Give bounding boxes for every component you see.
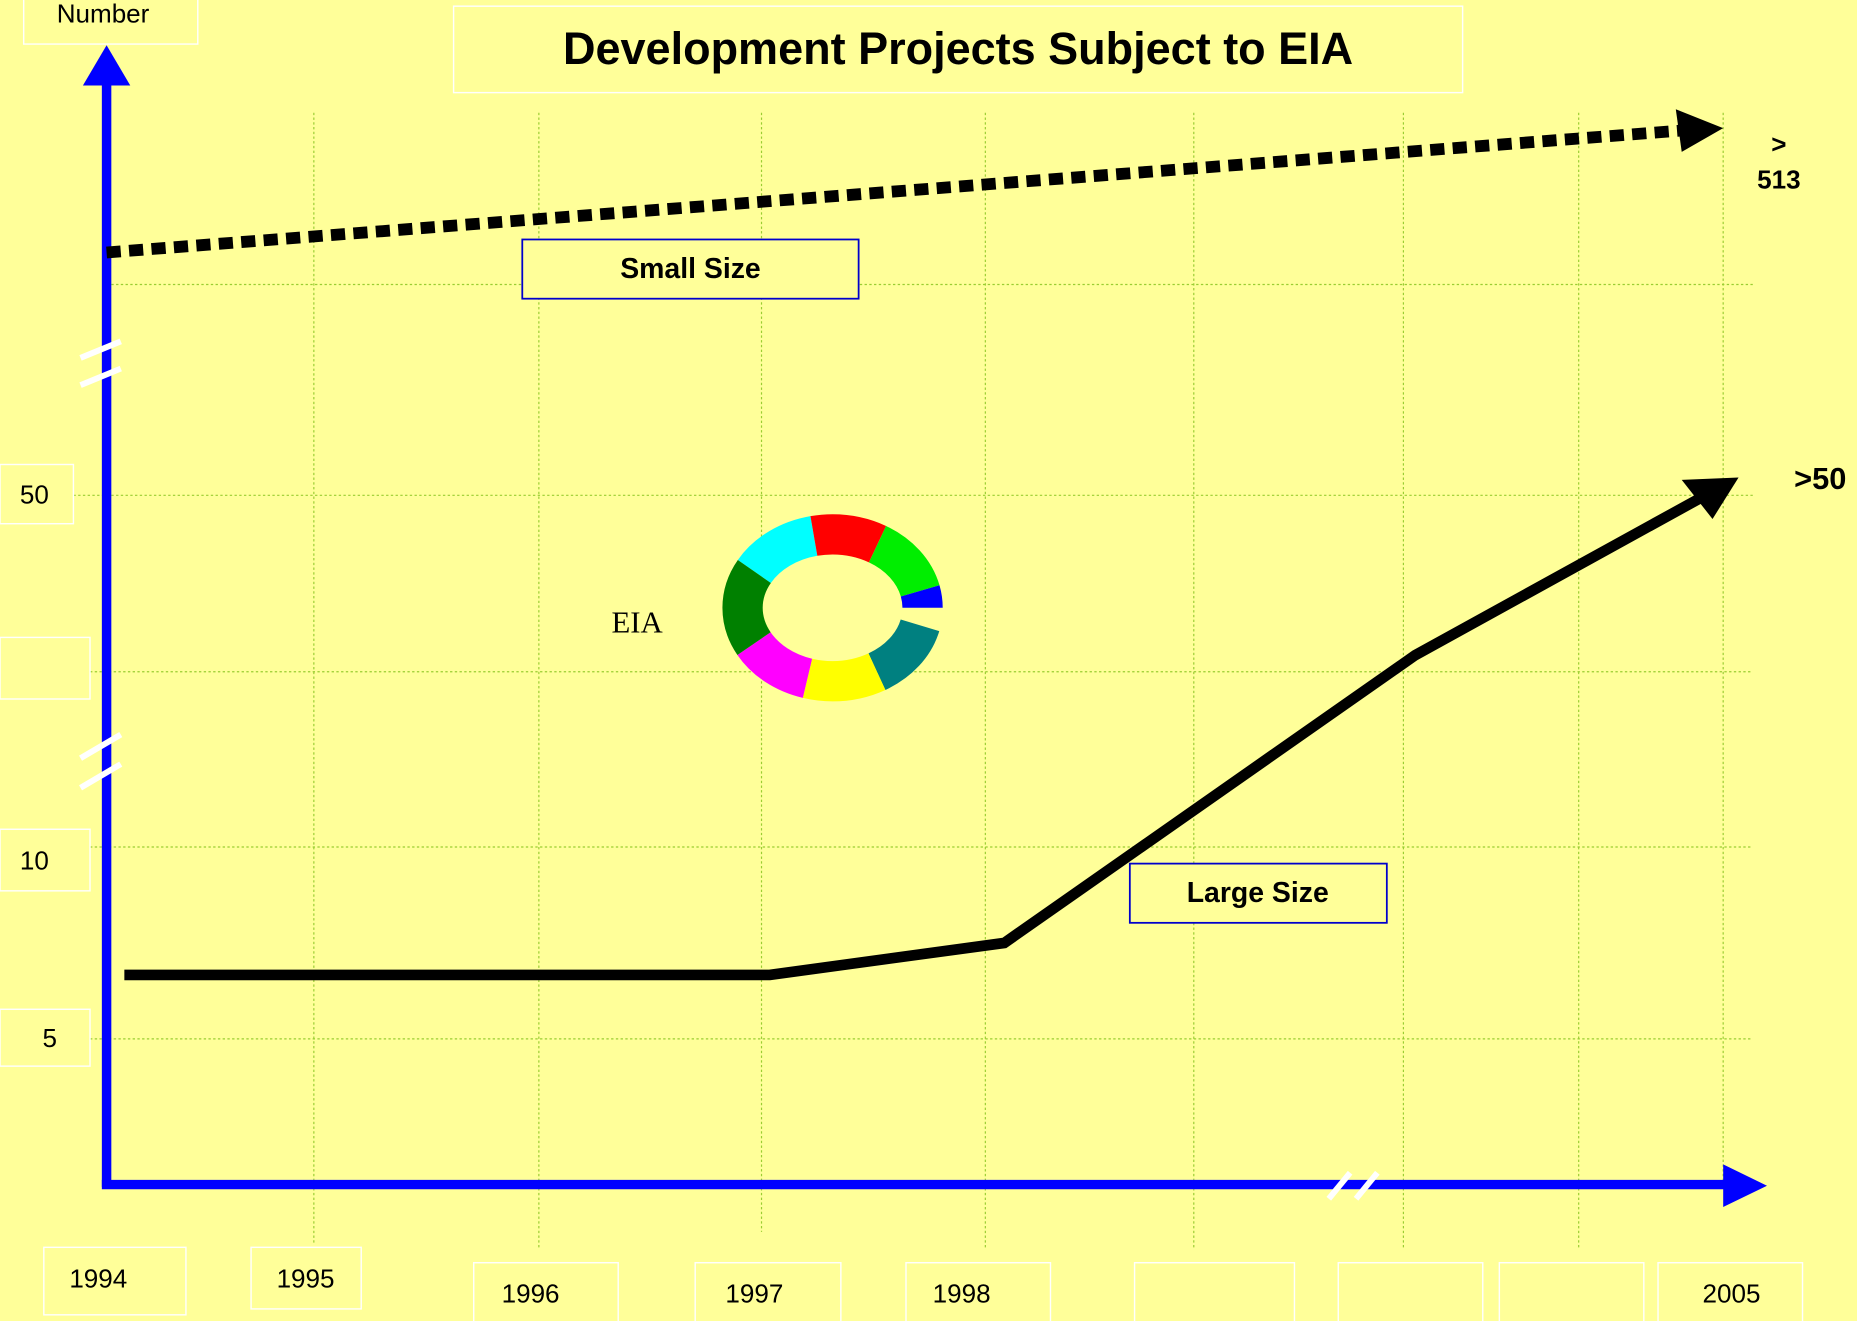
y-label: 10 — [20, 845, 49, 875]
x-label: 1996 — [502, 1279, 560, 1309]
title: Development Projects Subject to EIA — [563, 23, 1353, 74]
x-label-box — [1135, 1263, 1295, 1321]
x-label: 1995 — [277, 1263, 335, 1293]
large-size-label: Large Size — [1187, 877, 1329, 909]
small-size-label: Small Size — [620, 253, 761, 285]
small-end-label: 513 — [1757, 164, 1800, 194]
x-label-box — [1499, 1263, 1643, 1321]
x-label: 1994 — [69, 1263, 127, 1293]
large-end-label: >50 — [1794, 461, 1846, 496]
x-label: 1997 — [725, 1279, 783, 1309]
y-axis-title: Number — [57, 0, 150, 29]
x-label: 2005 — [1702, 1279, 1760, 1309]
cycle-label: EIA — [612, 606, 663, 640]
x-label: 1998 — [933, 1279, 991, 1309]
page: {"header": {"title": "Development Projec… — [0, 0, 1857, 1321]
y-label-box — [0, 637, 90, 699]
slide: EIA Development Projects Subject to EIA … — [0, 0, 1857, 1321]
y-label: 5 — [42, 1023, 57, 1053]
x-label-box — [1338, 1263, 1482, 1321]
y-label: 50 — [20, 479, 49, 509]
small-end-label: > — [1771, 129, 1786, 159]
